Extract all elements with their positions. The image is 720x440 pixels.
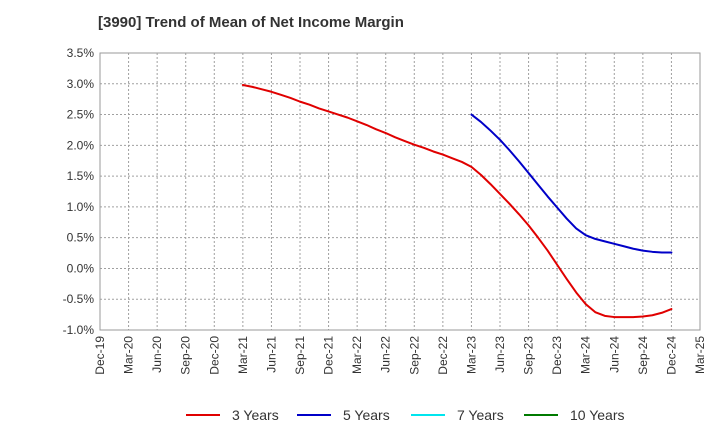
x-tick-label: Sep-23	[522, 336, 536, 375]
y-tick-label: 1.5%	[67, 169, 95, 183]
y-tick-label: 2.0%	[67, 138, 95, 152]
legend-item-7-years: 7 Years	[411, 404, 504, 426]
x-tick-label: Mar-21	[236, 336, 250, 374]
x-tick-label: Sep-20	[179, 336, 193, 375]
x-tick-label: Mar-24	[579, 336, 593, 374]
y-tick-label: 3.0%	[67, 77, 95, 91]
x-tick-label: Sep-22	[407, 336, 421, 375]
x-tick-label: Mar-23	[464, 336, 478, 374]
y-tick-label: 0.5%	[67, 231, 95, 245]
x-tick-label: Mar-22	[350, 336, 364, 374]
legend-swatch-7-years	[411, 414, 445, 416]
x-tick-label: Jun-24	[607, 336, 621, 373]
x-tick-label: Dec-22	[436, 336, 450, 375]
x-tick-label: Dec-23	[550, 336, 564, 375]
legend-label: 10 Years	[570, 407, 625, 423]
series-line-5-years	[470, 113, 673, 254]
legend-swatch-3-years	[186, 414, 220, 416]
x-tick-label: Jun-22	[379, 336, 393, 373]
x-tick-label: Jun-20	[150, 336, 164, 373]
legend-label: 3 Years	[232, 407, 279, 423]
x-tick-label: Jun-23	[493, 336, 507, 373]
x-tick-label: Mar-20	[122, 336, 136, 374]
legend-item-10-years: 10 Years	[524, 404, 625, 426]
x-tick-label: Dec-24	[664, 336, 678, 375]
plot-border	[99, 52, 701, 331]
legend-item-3-years: 3 Years	[186, 404, 279, 426]
x-tick-label: Jun-21	[264, 336, 278, 373]
x-tick-label: Dec-20	[207, 336, 221, 375]
y-tick-label: 0.0%	[67, 261, 95, 275]
y-tick-label: 1.0%	[67, 200, 95, 214]
series-line-3-years	[241, 84, 673, 319]
y-tick-label: -0.5%	[63, 292, 95, 306]
y-tick-label: -1.0%	[63, 323, 95, 337]
x-tick-label: Sep-21	[293, 336, 307, 375]
chart-legend: 3 Years 5 Years 7 Years 10 Years	[0, 404, 720, 426]
legend-label: 5 Years	[343, 407, 390, 423]
legend-item-5-years: 5 Years	[297, 404, 390, 426]
legend-swatch-5-years	[297, 414, 331, 416]
x-tick-label: Sep-24	[636, 336, 650, 375]
chart-title: [3990] Trend of Mean of Net Income Margi…	[98, 14, 404, 31]
legend-label: 7 Years	[457, 407, 504, 423]
x-tick-label: Dec-21	[322, 336, 336, 375]
y-tick-label: 3.5%	[67, 46, 95, 60]
x-tick-label: Mar-25	[693, 336, 707, 374]
y-tick-label: 2.5%	[67, 108, 95, 122]
line-chart: 3.5% 3.0% 2.5% 2.0% 1.5% 1.0% 0.5% 0.0% -0.5% -1.…	[63, 46, 707, 375]
legend-swatch-10-years	[524, 414, 558, 416]
x-tick-label: Dec-19	[93, 336, 107, 375]
